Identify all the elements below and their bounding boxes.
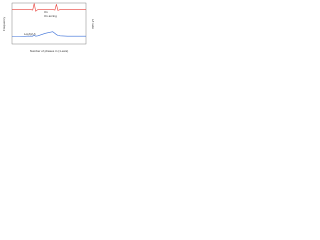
x-axis-label: Number of phases in (1-axis) — [30, 49, 69, 53]
plot-frame — [11, 2, 87, 45]
chart: Number of phases in (1-axis) Frequency L… — [2, 2, 95, 53]
annotation: Ox — [44, 10, 48, 14]
annotation: Lo(A)(U) — [24, 32, 36, 36]
y-axis-label: Frequency — [2, 16, 6, 31]
annotation: Ox arcing — [44, 14, 57, 18]
series-line — [12, 31, 86, 37]
y2-axis-label: L/I ratio — [91, 19, 95, 29]
series-line — [12, 3, 86, 12]
